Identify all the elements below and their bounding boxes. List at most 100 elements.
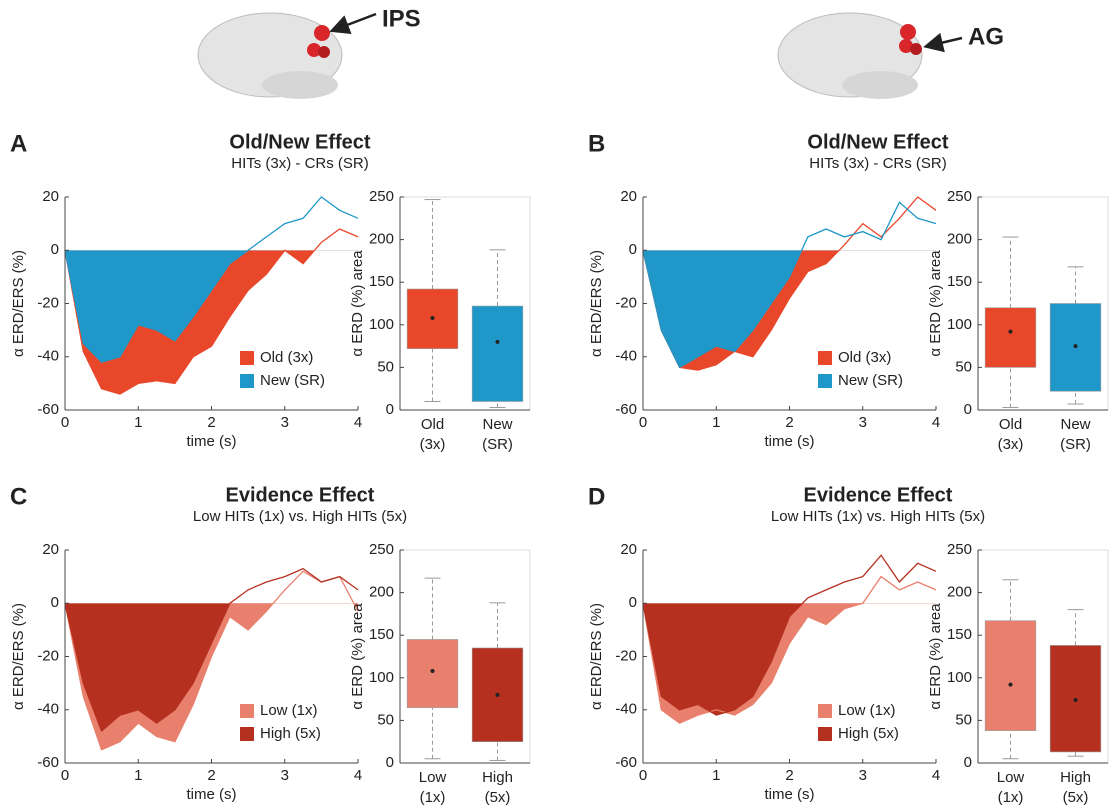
y-tick-label: 0: [51, 241, 59, 258]
x-tick-label: 3: [859, 414, 867, 431]
y-tick-label: 250: [369, 188, 394, 205]
y-tick-label: 0: [386, 754, 394, 771]
y-axis-label: α ERD/ERS (%): [10, 603, 27, 710]
y-tick-label: -40: [37, 348, 59, 365]
y-tick-label: -60: [37, 754, 59, 771]
mean-dot: [495, 339, 500, 344]
legend-swatch: [818, 704, 832, 718]
x-tick-label: 2: [207, 414, 215, 431]
mean-dot: [1073, 344, 1078, 349]
line: [64, 228, 359, 395]
panel-title: Old/New Effect: [807, 131, 948, 153]
y-tick-label: -40: [615, 701, 637, 718]
y-tick-label: 200: [947, 231, 972, 248]
box: [984, 307, 1037, 368]
y-axis-label: α ERD/ERS (%): [588, 250, 605, 357]
line: [64, 196, 359, 363]
legend-swatch: [240, 727, 254, 741]
y-tick-label: 150: [947, 626, 972, 643]
box: [984, 620, 1037, 731]
panel-title: Evidence Effect: [226, 484, 375, 506]
y-tick-label: -60: [615, 754, 637, 771]
panel-subtitle: Low HITs (1x) vs. High HITs (5x): [771, 508, 985, 525]
y-tick-label: 100: [369, 669, 394, 686]
y-tick-label: 50: [377, 358, 394, 375]
y-tick-label: 0: [629, 594, 637, 611]
panel-subtitle: HITs (3x) - CRs (SR): [231, 155, 369, 172]
y-axis-label: α ERD (%) area: [349, 603, 366, 710]
x-axis-label: time (s): [765, 786, 815, 803]
x-tick-label: (1x): [420, 789, 446, 806]
y-tick-label: 100: [947, 316, 972, 333]
x-tick-label: 0: [61, 414, 69, 431]
legend-swatch: [818, 351, 832, 365]
x-tick-label: 1: [134, 414, 142, 431]
area: [643, 603, 936, 716]
x-tick-label: 2: [207, 767, 215, 784]
y-tick-label: -60: [37, 401, 59, 418]
y-axis-label: α ERD (%) area: [927, 603, 944, 710]
region-label: AG: [968, 23, 1004, 50]
y-tick-label: 0: [629, 241, 637, 258]
brain-left: IPS: [197, 5, 421, 99]
x-tick-label: 1: [712, 414, 720, 431]
y-tick-label: 100: [369, 316, 394, 333]
y-axis-label: α ERD/ERS (%): [588, 603, 605, 710]
x-axis-label: time (s): [765, 433, 815, 450]
y-tick-label: -20: [37, 294, 59, 311]
y-tick-label: 20: [620, 541, 637, 558]
x-tick-label: (5x): [1063, 789, 1089, 806]
x-tick-label: (SR): [1060, 436, 1091, 453]
mean-dot: [430, 315, 435, 320]
x-tick-label: (3x): [998, 436, 1024, 453]
y-tick-label: 0: [964, 401, 972, 418]
y-tick-label: -20: [615, 647, 637, 664]
mean-dot: [1073, 697, 1078, 702]
line: [642, 196, 937, 371]
x-axis-label: time (s): [187, 433, 237, 450]
y-tick-label: -20: [37, 647, 59, 664]
line: [642, 554, 937, 716]
y-tick-label: 50: [955, 358, 972, 375]
y-tick-label: 150: [369, 626, 394, 643]
panel-subtitle: HITs (3x) - CRs (SR): [809, 155, 947, 172]
x-tick-label: 1: [134, 767, 142, 784]
legend-label: Old (3x): [838, 349, 891, 366]
y-tick-label: 250: [369, 541, 394, 558]
y-tick-label: 250: [947, 541, 972, 558]
panel-letter: A: [10, 130, 27, 157]
y-tick-label: 0: [964, 754, 972, 771]
panel-subtitle: Low HITs (1x) vs. High HITs (5x): [193, 508, 407, 525]
x-tick-label: (1x): [998, 789, 1024, 806]
x-tick-label: 0: [639, 767, 647, 784]
y-tick-label: -40: [37, 701, 59, 718]
x-tick-label: 3: [281, 767, 289, 784]
y-tick-label: 100: [947, 669, 972, 686]
x-tick-label: Old: [421, 416, 444, 433]
y-tick-label: 200: [369, 231, 394, 248]
legend-label: High (5x): [838, 725, 899, 742]
y-tick-label: 50: [377, 711, 394, 728]
x-tick-label: 1: [712, 767, 720, 784]
panel-letter: C: [10, 483, 27, 510]
y-axis-label: α ERD (%) area: [927, 250, 944, 357]
line: [642, 575, 937, 724]
legend-label: High (5x): [260, 725, 321, 742]
y-tick-label: 20: [620, 188, 637, 205]
legend-label: New (SR): [260, 372, 325, 389]
x-tick-label: New: [1060, 416, 1090, 433]
legend-swatch: [818, 727, 832, 741]
line: [64, 570, 359, 751]
panel-letter: B: [588, 130, 605, 157]
panel-title: Evidence Effect: [804, 484, 953, 506]
x-tick-label: High: [1060, 769, 1091, 786]
box: [406, 639, 459, 708]
box: [471, 305, 524, 402]
y-axis-label: α ERD/ERS (%): [10, 250, 27, 357]
x-tick-label: Low: [419, 769, 447, 786]
mean-dot: [430, 668, 435, 673]
x-tick-label: 3: [281, 414, 289, 431]
panel-title: Old/New Effect: [229, 131, 370, 153]
y-tick-label: 150: [369, 273, 394, 290]
